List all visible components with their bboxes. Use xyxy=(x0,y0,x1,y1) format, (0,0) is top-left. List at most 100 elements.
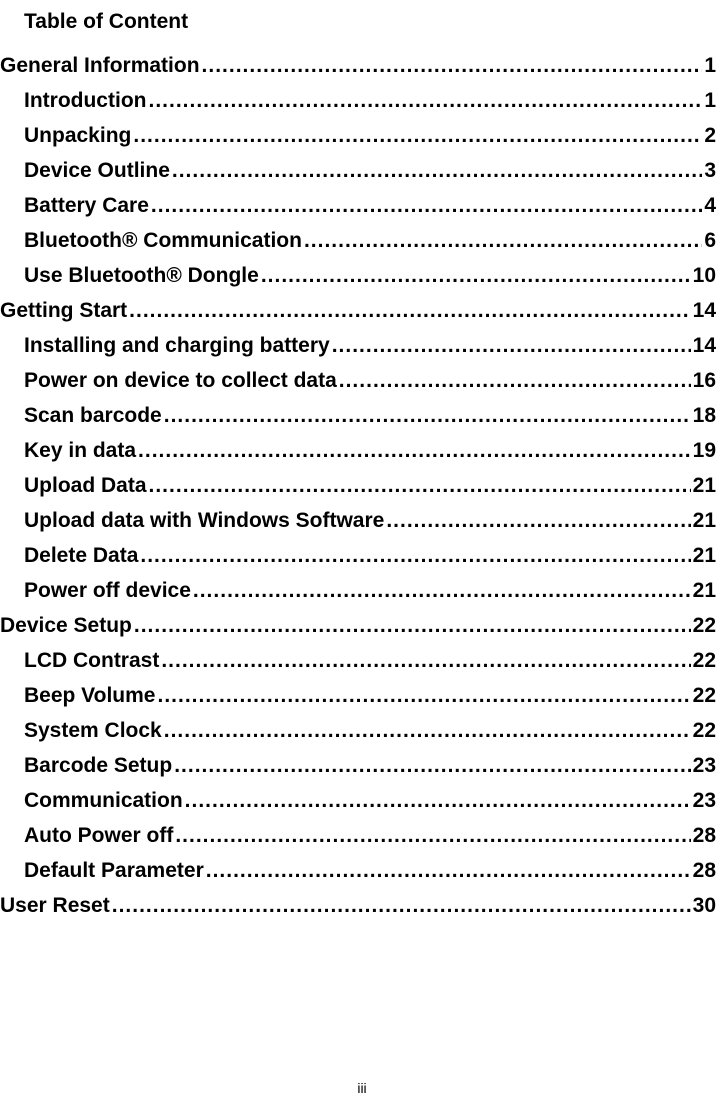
toc-dots xyxy=(157,684,690,708)
toc-entry: Battery Care 4 xyxy=(0,194,716,218)
toc-entry-page: 1 xyxy=(704,54,716,78)
toc-entry-page: 22 xyxy=(693,614,716,638)
toc-entry-label: Use Bluetooth® Dongle xyxy=(24,264,259,288)
toc-container: General Information 1Introduction 1Unpac… xyxy=(0,54,716,918)
toc-entry-label: Bluetooth® Communication xyxy=(24,229,302,253)
toc-entry-page: 3 xyxy=(704,159,716,183)
toc-dots xyxy=(112,894,691,918)
toc-entry-label: Key in data xyxy=(24,439,136,463)
toc-entry: Auto Power off 28 xyxy=(0,824,716,848)
toc-dots xyxy=(164,404,691,428)
toc-entry: Scan barcode 18 xyxy=(0,404,716,428)
toc-entry: Key in data 19 xyxy=(0,439,716,463)
toc-entry: Upload Data 21 xyxy=(0,474,716,498)
toc-entry-label: Barcode Setup xyxy=(24,754,172,778)
toc-dots xyxy=(175,824,690,848)
toc-entry: System Clock 22 xyxy=(0,719,716,743)
toc-entry-page: 14 xyxy=(693,299,716,323)
toc-entry-page: 16 xyxy=(693,369,716,393)
toc-entry-label: General Information xyxy=(0,54,200,78)
toc-entry-label: Getting Start xyxy=(0,299,127,323)
toc-entry: Communication 23 xyxy=(0,789,716,813)
toc-dots xyxy=(174,754,690,778)
toc-entry-label: Installing and charging battery xyxy=(24,334,330,358)
toc-dots xyxy=(164,719,691,743)
toc-entry-label: Default Parameter xyxy=(24,859,204,883)
toc-entry-label: Device Outline xyxy=(24,159,170,183)
toc-entry: Device Outline 3 xyxy=(0,159,716,183)
toc-entry: User Reset 30 xyxy=(0,894,716,918)
toc-entry-page: 23 xyxy=(693,789,716,813)
toc-entry: Upload data with Windows Software 21 xyxy=(0,509,716,533)
toc-entry-label: Upload Data xyxy=(24,474,147,498)
toc-entry-label: Upload data with Windows Software xyxy=(24,509,384,533)
toc-entry: Delete Data 21 xyxy=(0,544,716,568)
toc-entry-page: 21 xyxy=(693,474,716,498)
toc-entry-label: Power on device to collect data xyxy=(24,369,337,393)
toc-entry-label: Delete Data xyxy=(24,544,138,568)
toc-dots xyxy=(386,509,690,533)
toc-dots xyxy=(133,124,702,148)
toc-entry-page: 30 xyxy=(693,894,716,918)
toc-dots xyxy=(129,299,690,323)
toc-entry: Power on device to collect data 16 xyxy=(0,369,716,393)
toc-entry-label: Device Setup xyxy=(0,614,132,638)
toc-entry: Power off device 21 xyxy=(0,579,716,603)
toc-entry-page: 22 xyxy=(693,649,716,673)
toc-entry-label: Introduction xyxy=(24,89,146,113)
toc-entry-page: 4 xyxy=(704,194,716,218)
toc-dots xyxy=(202,54,703,78)
toc-entry: General Information 1 xyxy=(0,54,716,78)
toc-entry-page: 21 xyxy=(693,579,716,603)
toc-dots xyxy=(140,544,690,568)
toc-entry: Default Parameter 28 xyxy=(0,859,716,883)
toc-entry-page: 1 xyxy=(704,89,716,113)
toc-entry-label: Unpacking xyxy=(24,124,131,148)
toc-dots xyxy=(161,649,690,673)
toc-entry-page: 19 xyxy=(693,439,716,463)
toc-entry-page: 28 xyxy=(693,824,716,848)
toc-entry-label: Beep Volume xyxy=(24,684,155,708)
toc-dots xyxy=(304,229,702,253)
toc-title: Table of Content xyxy=(24,10,716,34)
toc-entry-page: 21 xyxy=(693,509,716,533)
toc-entry-label: Communication xyxy=(24,789,183,813)
toc-dots xyxy=(332,334,691,358)
toc-dots xyxy=(339,369,691,393)
toc-dots xyxy=(138,439,691,463)
toc-entry-page: 21 xyxy=(693,544,716,568)
toc-entry-label: Scan barcode xyxy=(24,404,162,428)
toc-entry-page: 6 xyxy=(704,229,716,253)
toc-entry-label: Auto Power off xyxy=(24,824,173,848)
toc-entry-page: 18 xyxy=(693,404,716,428)
toc-entry-label: User Reset xyxy=(0,894,110,918)
toc-entry-label: Power off device xyxy=(24,579,191,603)
toc-entry: Installing and charging battery 14 xyxy=(0,334,716,358)
toc-entry: LCD Contrast 22 xyxy=(0,649,716,673)
toc-dots xyxy=(261,264,691,288)
toc-dots xyxy=(172,159,702,183)
toc-dots xyxy=(149,474,691,498)
toc-entry-label: System Clock xyxy=(24,719,162,743)
toc-entry: Getting Start 14 xyxy=(0,299,716,323)
toc-entry: Bluetooth® Communication 6 xyxy=(0,229,716,253)
toc-entry-page: 28 xyxy=(693,859,716,883)
toc-entry-page: 23 xyxy=(693,754,716,778)
toc-entry-label: LCD Contrast xyxy=(24,649,159,673)
toc-dots xyxy=(134,614,691,638)
toc-dots xyxy=(185,789,691,813)
toc-entry-page: 10 xyxy=(693,264,716,288)
toc-entry: Device Setup 22 xyxy=(0,614,716,638)
toc-entry-page: 2 xyxy=(704,124,716,148)
toc-entry-page: 22 xyxy=(693,684,716,708)
page-number: iii xyxy=(357,1080,366,1096)
toc-entry: Unpacking 2 xyxy=(0,124,716,148)
toc-dots xyxy=(151,194,702,218)
toc-entry-label: Battery Care xyxy=(24,194,149,218)
toc-entry-page: 22 xyxy=(693,719,716,743)
toc-dots xyxy=(206,859,691,883)
toc-entry: Barcode Setup 23 xyxy=(0,754,716,778)
toc-dots xyxy=(148,89,702,113)
toc-entry: Introduction 1 xyxy=(0,89,716,113)
toc-entry: Use Bluetooth® Dongle 10 xyxy=(0,264,716,288)
